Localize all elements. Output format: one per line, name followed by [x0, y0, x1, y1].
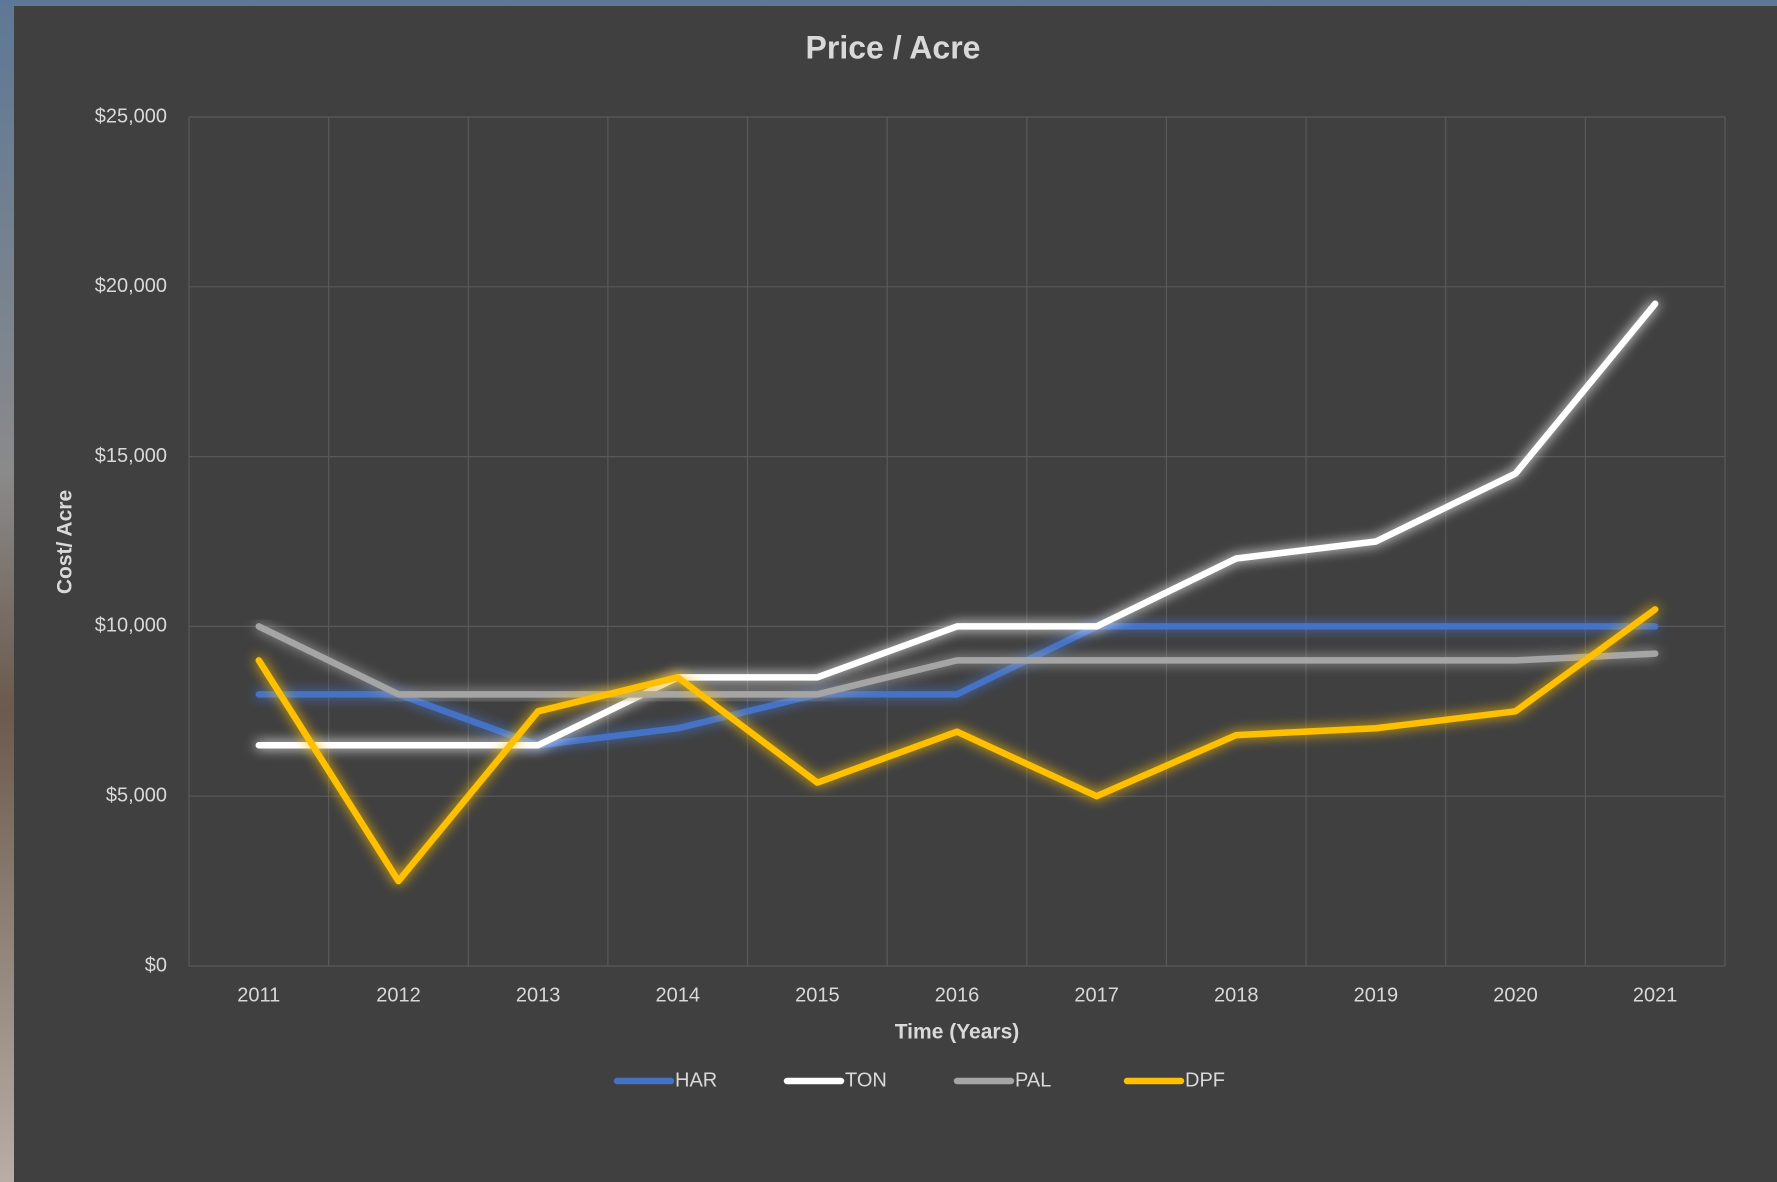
- page: {"chart_data": {"type": "line", "title":…: [0, 0, 1777, 1182]
- chart: Price / Acre Time (Years) Cost/ Acre $0 $…: [0, 0, 1777, 1182]
- legend-label: DPF: [1185, 1069, 1225, 1091]
- y-axis-title: Cost/ Acre: [54, 490, 77, 594]
- x-tick-label: 2017: [1074, 984, 1119, 1006]
- y-tick-label: $5,000: [106, 784, 167, 806]
- y-tick-label: $25,000: [95, 105, 167, 127]
- x-tick-label: 2012: [376, 984, 421, 1006]
- x-tick-label: 2020: [1493, 984, 1538, 1006]
- chart-title: Price / Acre: [806, 29, 981, 65]
- x-tick-label: 2018: [1214, 984, 1259, 1006]
- y-tick-label: $15,000: [95, 445, 167, 467]
- x-axis-title: Time (Years): [895, 1021, 1020, 1044]
- legend-label: PAL: [1015, 1069, 1051, 1091]
- x-tick-label: 2016: [935, 984, 980, 1006]
- legend-label: TON: [845, 1069, 887, 1091]
- y-tick-label: $10,000: [95, 615, 167, 637]
- x-tick-label: 2013: [516, 984, 561, 1006]
- y-tick-label: $0: [145, 954, 167, 976]
- x-tick-label: 2014: [655, 984, 700, 1006]
- legend-label: HAR: [675, 1069, 717, 1091]
- x-tick-label: 2015: [795, 984, 840, 1006]
- x-tick-label: 2021: [1633, 984, 1678, 1006]
- y-tick-label: $20,000: [95, 275, 167, 297]
- x-tick-label: 2019: [1354, 984, 1399, 1006]
- x-tick-label: 2011: [237, 984, 280, 1006]
